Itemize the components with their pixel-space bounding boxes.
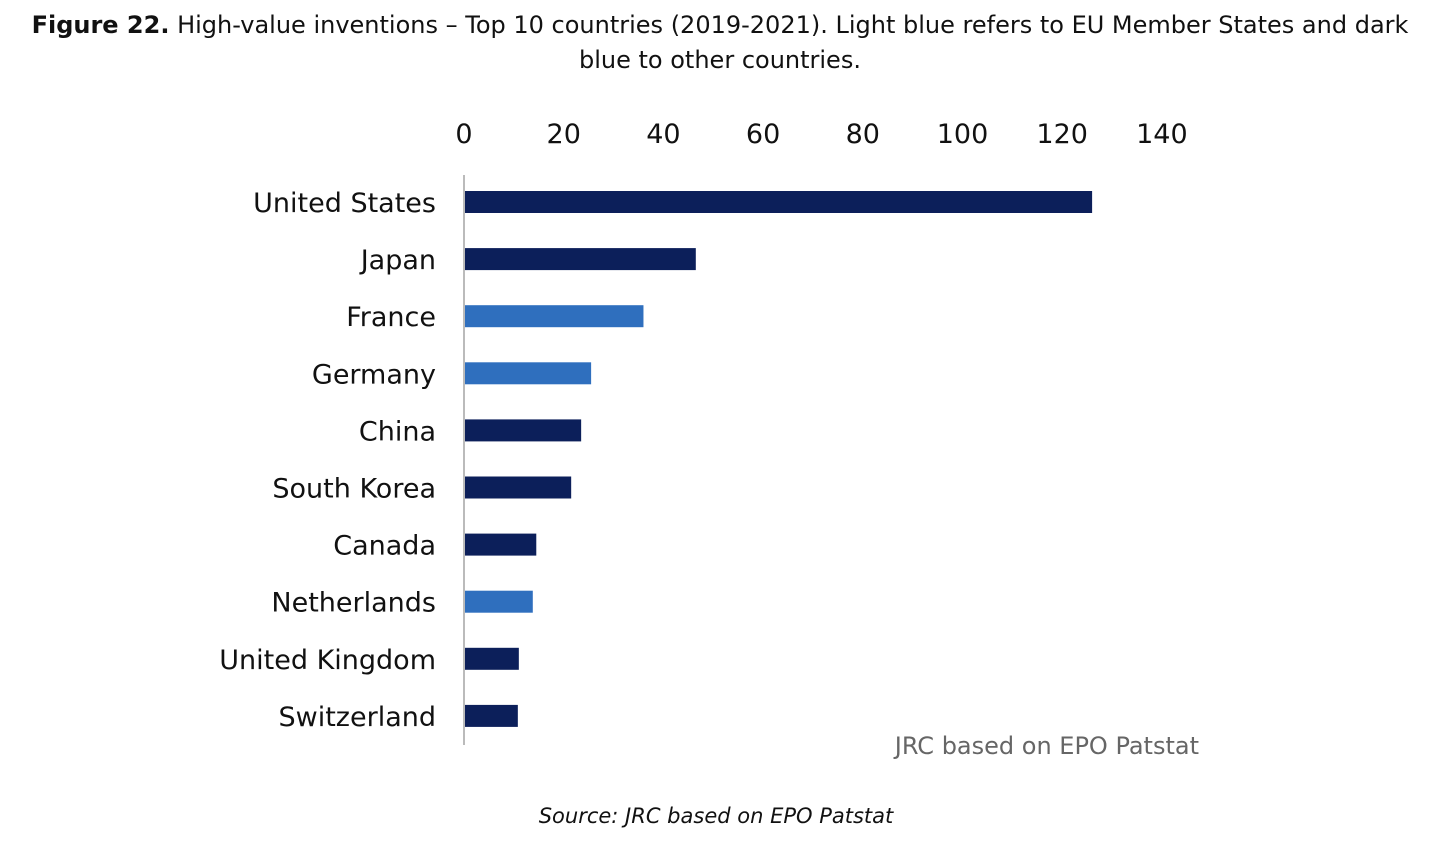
category-label: Netherlands bbox=[271, 588, 436, 619]
x-tick-label: 60 bbox=[746, 119, 780, 150]
bar bbox=[465, 191, 1093, 213]
category-label: United States bbox=[253, 188, 436, 219]
category-label: France bbox=[346, 302, 436, 333]
x-tick-label: 140 bbox=[1136, 119, 1188, 150]
category-label: Canada bbox=[333, 531, 436, 562]
category-label: Switzerland bbox=[279, 702, 437, 733]
x-tick-label: 20 bbox=[547, 119, 581, 150]
category-label: South Korea bbox=[272, 474, 436, 505]
bar bbox=[465, 476, 572, 499]
x-tick-label: 80 bbox=[846, 119, 880, 150]
bar bbox=[465, 362, 592, 385]
bar bbox=[465, 305, 644, 328]
category-label: Japan bbox=[359, 245, 436, 276]
category-label: Germany bbox=[312, 359, 436, 390]
category-label: China bbox=[359, 416, 436, 447]
figure-caption-text: High-value inventions – Top 10 countries… bbox=[177, 11, 1409, 74]
source-note: Source: JRC based on EPO Patstat bbox=[538, 804, 894, 828]
bar bbox=[465, 590, 533, 613]
figure-label: Figure 22. bbox=[31, 11, 170, 39]
bar bbox=[465, 248, 696, 271]
bar bbox=[465, 533, 537, 556]
chart-annotation: JRC based on EPO Patstat bbox=[893, 732, 1199, 760]
bar bbox=[465, 419, 582, 442]
bar bbox=[465, 647, 519, 670]
x-tick-label: 120 bbox=[1036, 119, 1088, 150]
bar-chart: 0 20 40 60 80 100 120 140 United States Japan Fran… bbox=[219, 119, 1199, 760]
category-label: United Kingdom bbox=[219, 645, 436, 676]
bar bbox=[465, 704, 518, 727]
x-tick-label: 40 bbox=[646, 119, 680, 150]
figure-caption: Figure 22. High-value inventions – Top 1… bbox=[10, 8, 1430, 78]
x-tick-label: 100 bbox=[937, 119, 989, 150]
x-tick-label: 0 bbox=[455, 119, 472, 150]
